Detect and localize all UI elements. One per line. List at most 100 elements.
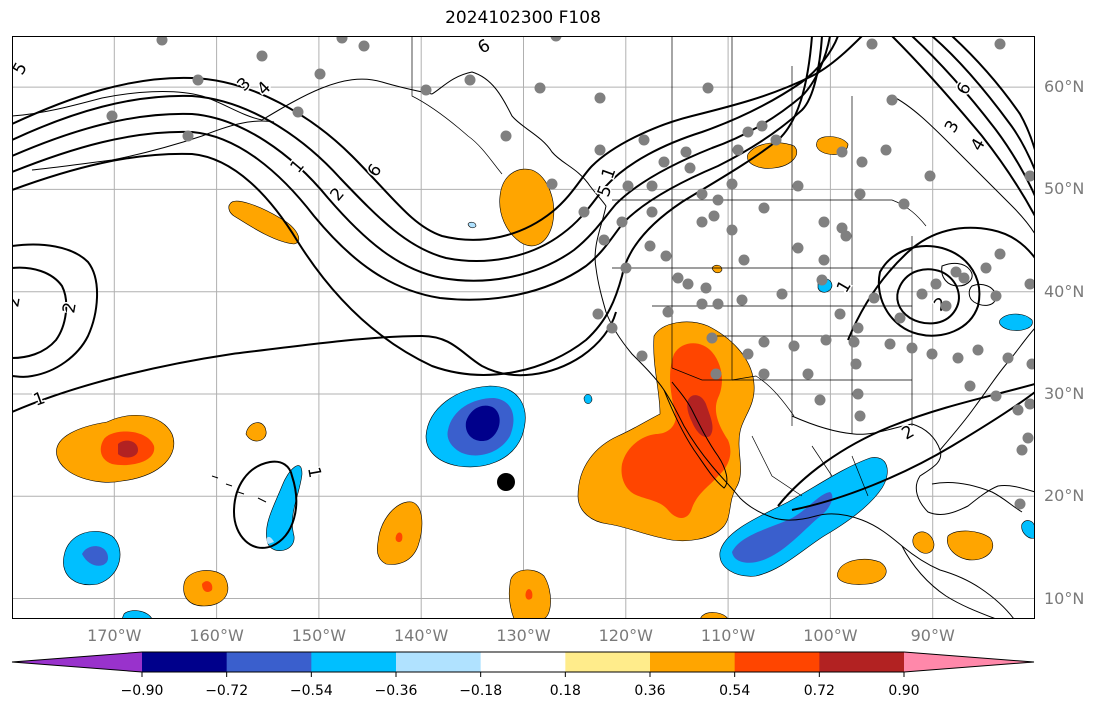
lon-label: 140°W — [394, 626, 449, 645]
station-dot — [850, 358, 862, 370]
station-dot — [660, 250, 672, 262]
station-dot — [662, 306, 674, 318]
station-dot — [854, 410, 866, 422]
shade-blob-darkblue — [732, 492, 833, 563]
station-dot — [964, 380, 976, 392]
coastline-hawaii — [211, 475, 267, 503]
station-dot — [980, 262, 992, 274]
lat-label: 60°N — [1044, 77, 1085, 97]
colorbar-segment — [650, 652, 736, 672]
contour-line — [891, 36, 1035, 217]
coastline-eastcoast — [939, 327, 1035, 451]
shade-blob-darkred — [118, 440, 138, 458]
station-dot — [696, 298, 708, 310]
station-dot — [836, 146, 848, 158]
colorbar-segment — [142, 652, 228, 672]
border-canada-provinces — [671, 36, 853, 200]
station-dot — [1016, 444, 1028, 456]
contour-label: 6 — [475, 36, 494, 58]
station-dot — [696, 216, 708, 228]
colorbar-tick-label: 0.90 — [888, 683, 920, 699]
station-dot — [866, 38, 878, 50]
station-dot — [314, 68, 326, 80]
shade-blob-blue — [121, 610, 153, 619]
lat-label: 10°N — [1044, 588, 1085, 608]
station-dot — [594, 144, 606, 156]
station-dot — [742, 126, 754, 138]
station-dot — [420, 84, 432, 96]
contour-label: 6 — [953, 79, 976, 98]
shade-blob-blue — [1021, 520, 1035, 539]
station-dot — [578, 206, 590, 218]
station-dot — [736, 294, 748, 306]
station-dot — [464, 74, 476, 86]
shade-blob-orange — [837, 559, 887, 585]
contour-line — [951, 36, 1035, 151]
lon-label: 130°W — [496, 626, 551, 645]
station-dot — [726, 224, 738, 236]
station-dot — [854, 188, 866, 200]
contour-line — [12, 266, 68, 359]
station-dot — [156, 36, 168, 46]
lat-label: 40°N — [1044, 281, 1085, 301]
station-dot — [758, 336, 770, 348]
map-panel[interactable]: 5341262211652634121 — [12, 36, 1035, 619]
station-dot — [682, 278, 694, 290]
coastline-greatlakes — [941, 262, 997, 306]
station-dot — [646, 206, 658, 218]
coastline-hudson — [891, 95, 1035, 235]
coastline-centralamerica — [901, 545, 997, 619]
contour-label: 3 — [941, 117, 964, 136]
station-dot — [852, 388, 864, 400]
shade-blob-navy — [465, 405, 500, 442]
station-dot — [672, 272, 684, 284]
station-dot — [814, 394, 826, 406]
shade-blob-blue — [583, 394, 593, 404]
contour-label: 6 — [364, 161, 387, 181]
contour-line — [12, 36, 839, 262]
colorbar-extend-right — [904, 652, 1034, 672]
station-dot — [958, 272, 970, 284]
station-dot — [696, 188, 708, 200]
station-dot — [732, 144, 744, 156]
station-dot — [702, 82, 714, 94]
shading-layer — [56, 136, 1035, 619]
shade-blob-darkred — [687, 395, 713, 438]
station-dot — [606, 322, 618, 334]
contour-line — [931, 36, 1035, 171]
contour-label: 5 — [12, 59, 32, 78]
station-dot — [990, 290, 1002, 302]
station-dot — [594, 92, 606, 104]
colorbar-segment — [734, 652, 820, 672]
station-dot — [742, 348, 754, 360]
contour-label: 1 — [598, 165, 620, 182]
stations-layer — [106, 36, 1035, 510]
station-dot — [792, 180, 804, 192]
station-dot — [684, 162, 696, 174]
lon-label: 150°W — [291, 626, 347, 645]
station-dot — [1024, 278, 1035, 290]
station-dot — [256, 50, 268, 62]
colorbar-tick-label: 0.72 — [803, 683, 835, 699]
station-dot — [756, 120, 768, 132]
lon-label: 110°W — [700, 626, 756, 645]
shade-blob-red — [621, 343, 731, 518]
station-dot — [646, 180, 658, 192]
station-dot — [758, 202, 770, 214]
station-dot — [776, 288, 788, 300]
contour-label: 4 — [253, 78, 275, 100]
station-dot — [816, 274, 828, 286]
shade-blob-orange — [912, 531, 935, 554]
station-dot — [546, 178, 558, 190]
shade-blob-orange — [947, 530, 994, 561]
lon-label: 100°W — [803, 626, 858, 645]
station-dot — [916, 288, 928, 300]
station-dot — [770, 134, 782, 146]
station-dot — [990, 390, 1002, 402]
station-dot — [906, 342, 918, 354]
station-dot — [834, 308, 846, 320]
contour-line — [896, 268, 960, 325]
coastline-baja — [663, 381, 728, 489]
station-dot — [738, 254, 750, 266]
station-dot — [708, 210, 720, 222]
